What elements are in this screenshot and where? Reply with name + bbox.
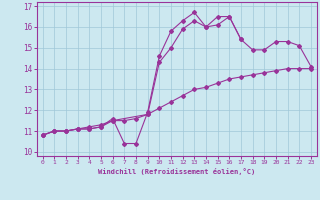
X-axis label: Windchill (Refroidissement éolien,°C): Windchill (Refroidissement éolien,°C) [98, 168, 255, 175]
